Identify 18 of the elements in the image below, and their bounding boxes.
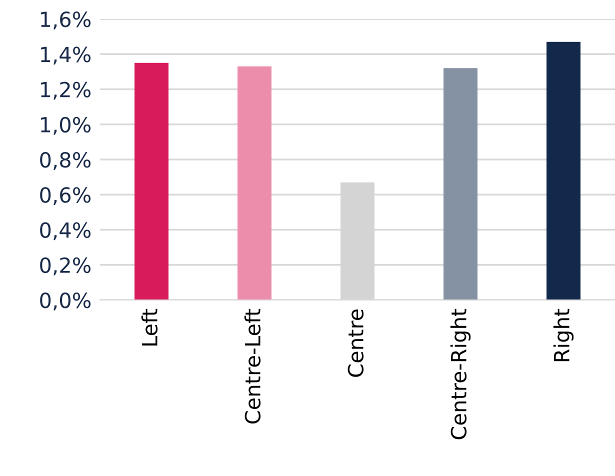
x-tick-label: Centre-Left xyxy=(244,308,261,424)
bar xyxy=(546,42,580,300)
y-tick-label: 1,2% xyxy=(41,82,91,100)
y-tick-label: 1,4% xyxy=(41,46,91,64)
y-tick-label: 0,8% xyxy=(40,152,91,170)
y-tick-label: 1,0% xyxy=(41,116,91,135)
y-tick-label: 0,6% xyxy=(40,187,91,205)
y-tick-label: 0,2% xyxy=(40,257,91,276)
bar xyxy=(238,66,272,300)
x-tick-label: Centre xyxy=(348,309,364,377)
y-tick-label: 1,6% xyxy=(41,11,91,30)
x-tick-label: Right xyxy=(553,308,574,362)
bar xyxy=(134,62,168,300)
y-tick-label: 0,4% xyxy=(40,222,91,240)
y-tick-label: 0,0% xyxy=(40,292,91,310)
x-tick-label: Left xyxy=(141,308,158,346)
x-tick-label: Centre-Right xyxy=(450,308,471,440)
bar xyxy=(444,68,478,300)
